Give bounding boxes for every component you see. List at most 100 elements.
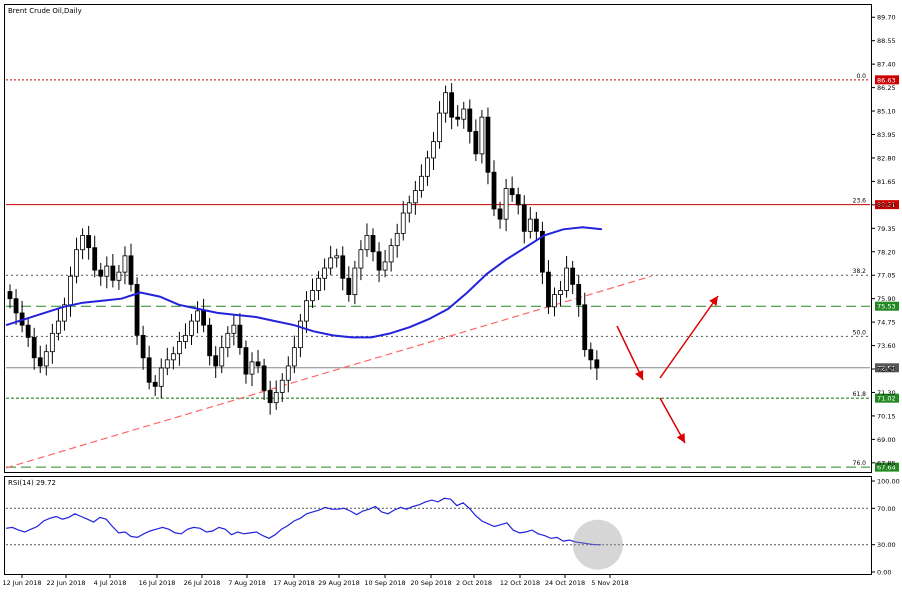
level-price-label: 75.53 [877, 303, 896, 311]
date-axis: 12 Jun 2018 22 Jun 2018 4 Jul 2018 16 Jul 2… [2, 574, 629, 587]
candle-body [122, 255, 128, 273]
candle-body [98, 269, 104, 277]
candle-body [437, 112, 442, 143]
rsi-series [5, 497, 870, 570]
date-tick-label: 22 Jun 2018 [46, 579, 85, 587]
chart-title: Brent Crude Oil,Daily [8, 7, 82, 15]
candle-body [279, 379, 285, 393]
candle-body [406, 202, 412, 214]
candle-body [412, 190, 418, 204]
ma-line [5, 226, 603, 339]
candle-body [467, 108, 473, 132]
date-tick-label: 2 Oct 2018 [456, 579, 492, 587]
date-tick-label: 12 Jun 2018 [2, 579, 41, 587]
candle-body [86, 235, 92, 249]
rsi-tick-label: 100.00 [877, 478, 900, 486]
level-price-tag [875, 301, 899, 311]
price-panel [4, 4, 872, 473]
candle-body [37, 357, 43, 367]
level-price-label: 80.51 [877, 201, 896, 209]
candle-body [110, 265, 116, 281]
candle-body [195, 310, 200, 322]
forecast-arrows [616, 295, 719, 444]
candle-body [68, 275, 73, 306]
arrow-down [616, 325, 644, 381]
candle-body [558, 290, 563, 295]
candle-body [364, 235, 370, 251]
candle-body [104, 265, 110, 277]
fib-label: 61.8 [853, 391, 867, 398]
candle-body [237, 324, 243, 349]
candle-body [285, 365, 291, 381]
date-tick-label: 26 Jul 2018 [184, 579, 221, 587]
candle-body [146, 357, 152, 383]
candle-body [473, 131, 479, 155]
candle-body [213, 355, 219, 367]
candle-body [49, 332, 55, 353]
rsi-panel [4, 476, 872, 575]
fib-label: 0.0 [856, 73, 866, 80]
trendline-segment [5, 275, 652, 469]
candle-body [570, 267, 576, 285]
candle-body [255, 361, 261, 367]
price-tick-label: 78.20 [877, 248, 896, 256]
candle-body [43, 351, 49, 367]
candle-body [527, 218, 533, 232]
candle-body [418, 175, 424, 191]
price-axis: 89.70 88.55 87.40 86.25 85.10 83.95 82.80 81.65… [871, 14, 896, 467]
candle-body [183, 334, 188, 342]
level-price-tag [875, 462, 899, 472]
candle-body [576, 283, 582, 306]
candle-body [425, 157, 430, 177]
candle-body [376, 251, 382, 271]
moving-average [5, 226, 603, 339]
candle-body [449, 92, 455, 118]
rsi-label: RSI(14) 29.72 [8, 479, 56, 487]
candle-body [540, 230, 545, 273]
candle-body [310, 290, 315, 302]
candle-body [304, 300, 309, 322]
price-tick-label: 71.30 [877, 389, 896, 397]
candle-body [7, 291, 13, 300]
candle-body [219, 347, 225, 367]
date-tick-label: 4 Jul 2018 [94, 579, 127, 587]
price-tick-label: 74.75 [877, 319, 896, 327]
candle-body [231, 324, 237, 334]
candle-body [479, 116, 485, 155]
fib-label: 23.6 [853, 198, 867, 205]
candle-body [189, 320, 194, 336]
candle-body [533, 218, 539, 232]
level-price-label: 72.51 [877, 364, 896, 372]
price-tick-label: 75.90 [877, 295, 896, 303]
rsi-line [5, 497, 601, 546]
candle-body [207, 324, 213, 357]
candles [7, 83, 600, 415]
candle-body [80, 235, 85, 251]
candle-body [62, 304, 67, 322]
arrow-up [659, 295, 719, 379]
candle-body [128, 255, 134, 285]
level-price-tag [875, 393, 899, 403]
candle-body [316, 277, 321, 291]
candle-body [334, 255, 340, 259]
price-tick-label: 83.95 [877, 131, 896, 139]
candle-body [170, 353, 176, 361]
price-tick-label: 79.35 [877, 225, 896, 233]
date-tick-label: 7 Aug 2018 [228, 579, 266, 587]
price-tick-label: 82.80 [877, 154, 896, 162]
candle-body [176, 341, 182, 355]
candle-body [370, 235, 376, 253]
candle-body [388, 245, 394, 263]
candle-body [25, 324, 31, 338]
date-tick-label: 17 Aug 2018 [273, 579, 315, 587]
date-tick-label: 12 Oct 2018 [500, 579, 540, 587]
price-tick-label: 86.25 [877, 84, 896, 92]
price-tick-label: 87.40 [877, 61, 896, 69]
candle-body [13, 298, 19, 314]
fib-label: 50.0 [853, 329, 867, 336]
rsi-tick-label: 30.00 [877, 541, 896, 549]
price-tick-label: 89.70 [877, 14, 896, 22]
price-tick-label: 73.60 [877, 342, 896, 350]
date-tick-label: 16 Jul 2018 [139, 579, 176, 587]
